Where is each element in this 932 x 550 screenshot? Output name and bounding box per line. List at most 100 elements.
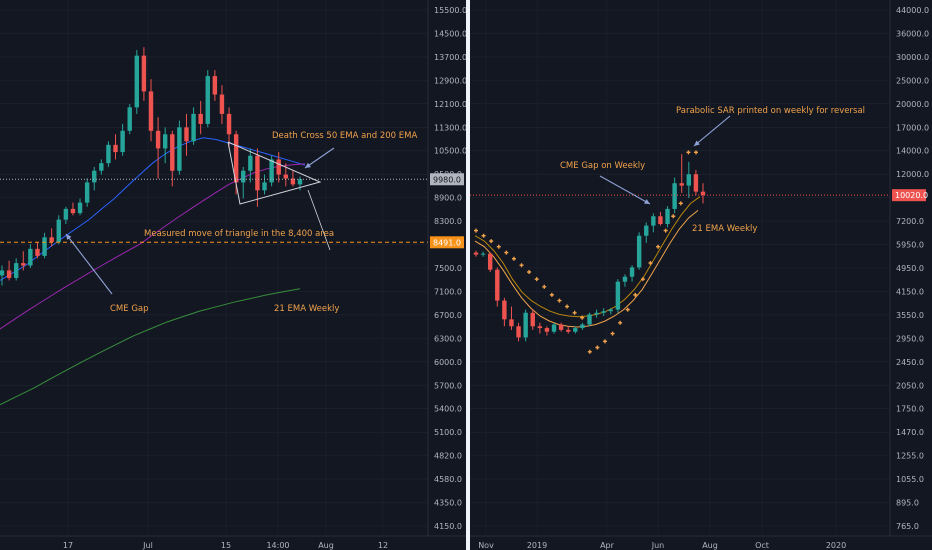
candle-body bbox=[170, 134, 175, 171]
parabolic-sar-dot bbox=[572, 310, 577, 315]
y-tick-label: 5950.0 bbox=[896, 241, 924, 250]
annotation-21-ema-weekly: 21 EMA Weekly bbox=[692, 224, 757, 234]
candle-body bbox=[290, 178, 296, 185]
candle-body bbox=[473, 252, 479, 255]
candle-body bbox=[297, 179, 303, 185]
arrow-parabolic-sar-head bbox=[694, 140, 700, 146]
annotation-cme-gap-weekly: CME Gap on Weekly bbox=[560, 161, 645, 171]
candle-body bbox=[77, 202, 83, 214]
arrow-cme-gap bbox=[65, 233, 113, 295]
parabolic-sar-dot bbox=[678, 201, 683, 206]
candle-body bbox=[113, 144, 118, 153]
x-tick-label: Aug bbox=[702, 541, 718, 550]
candle-body bbox=[601, 311, 606, 313]
parabolic-sar-dot bbox=[496, 244, 501, 249]
candle-body bbox=[21, 263, 26, 266]
candle-body bbox=[184, 127, 189, 142]
candle-body bbox=[495, 269, 500, 301]
arrow-cme-gap-head bbox=[66, 234, 72, 240]
x-tick-label: 17 bbox=[63, 541, 73, 550]
parabolic-sar-dot bbox=[519, 263, 524, 268]
candle-body bbox=[28, 248, 33, 266]
parabolic-sar-dot bbox=[534, 277, 539, 282]
parabolic-sar-dot bbox=[557, 298, 562, 303]
x-tick-label: Oct bbox=[755, 541, 769, 550]
ema-line bbox=[474, 210, 699, 328]
x-tick-label: Jul bbox=[142, 541, 153, 550]
y-tick-label: 12000.0 bbox=[896, 170, 929, 179]
candle-body bbox=[255, 155, 260, 191]
y-tick-label: 2450.0 bbox=[896, 358, 924, 367]
x-tick-label: Nov bbox=[478, 541, 494, 550]
y-tick-label: 895.0 bbox=[896, 499, 919, 508]
candle-body bbox=[516, 326, 521, 338]
x-tick-label: 2019 bbox=[527, 541, 547, 550]
x-tick-label: 14:00 bbox=[266, 541, 289, 550]
y-tick-label: 1750.0 bbox=[896, 405, 924, 414]
candle-body bbox=[56, 219, 61, 242]
y-tick-label: 4350.0 bbox=[434, 499, 462, 508]
y-tick-label: 1470.0 bbox=[896, 428, 924, 437]
candle-body bbox=[127, 107, 132, 131]
parabolic-sar-dot bbox=[511, 256, 516, 261]
y-tick-label: 5100.0 bbox=[434, 428, 462, 437]
candle-body bbox=[276, 159, 281, 175]
candle-body bbox=[42, 237, 47, 256]
y-tick-label: 12900.0 bbox=[434, 76, 467, 85]
arrow-death-cross bbox=[304, 147, 335, 169]
parabolic-sar-dot bbox=[671, 214, 676, 219]
y-tick-label: 8300.0 bbox=[434, 217, 462, 226]
candle-body bbox=[283, 174, 289, 179]
candle-body bbox=[262, 182, 267, 191]
candle-body bbox=[693, 174, 699, 192]
candle-body bbox=[644, 225, 649, 236]
x-tick-label: 15 bbox=[221, 541, 231, 550]
parabolic-sar-dot bbox=[527, 270, 532, 274]
candle-body bbox=[558, 324, 564, 330]
price-label-box bbox=[430, 236, 464, 249]
parabolic-sar-dot bbox=[602, 339, 607, 344]
y-tick-label: 7100.0 bbox=[434, 287, 462, 296]
parabolic-sar-dot bbox=[549, 292, 554, 297]
candle-body bbox=[269, 159, 274, 183]
y-tick-label: 14000.0 bbox=[896, 147, 929, 156]
annotation-death-cross: Death Cross 50 EMA and 200 EMA bbox=[272, 131, 417, 141]
candle-body bbox=[92, 170, 97, 183]
y-tick-label: 20000.0 bbox=[896, 100, 929, 109]
y-tick-label: 3550.0 bbox=[896, 311, 924, 320]
panel-divider bbox=[466, 0, 470, 550]
candle-body bbox=[573, 328, 578, 332]
y-tick-label: 7200.0 bbox=[896, 217, 924, 226]
x-tick-label: Aug bbox=[318, 541, 334, 550]
candle-body bbox=[226, 113, 232, 135]
price-label-box bbox=[892, 189, 926, 202]
y-tick-label: 4580.0 bbox=[434, 475, 462, 484]
y-tick-label: 30000.0 bbox=[896, 53, 929, 62]
candle-body bbox=[205, 76, 210, 124]
arrow-death-cross-head bbox=[305, 162, 311, 168]
x-tick-label: Apr bbox=[600, 541, 615, 550]
y-tick-label: 2050.0 bbox=[896, 381, 924, 390]
candle-body bbox=[651, 216, 656, 226]
y-tick-label: 6700.0 bbox=[434, 311, 462, 320]
candle-body bbox=[141, 55, 147, 92]
parabolic-sar-dot bbox=[633, 292, 638, 297]
y-tick-label: 4150.0 bbox=[896, 287, 924, 296]
parabolic-sar-dot bbox=[656, 244, 661, 249]
candle-body bbox=[106, 144, 111, 164]
y-tick-label: 8900.0 bbox=[434, 194, 462, 203]
y-tick-label: 10500.0 bbox=[434, 147, 467, 156]
candle-body bbox=[35, 248, 40, 256]
parabolic-sar-dot bbox=[663, 228, 668, 233]
candle-body bbox=[594, 312, 599, 315]
parabolic-sar-dot bbox=[648, 261, 653, 266]
candle-body bbox=[686, 174, 692, 186]
y-tick-label: 6000.0 bbox=[434, 358, 462, 367]
candle-body bbox=[162, 134, 168, 149]
arrow-cme-gap-weekly bbox=[599, 175, 651, 205]
measured-move-line bbox=[307, 189, 331, 251]
candle-body bbox=[587, 314, 592, 325]
candle-body bbox=[219, 94, 225, 114]
candle-body bbox=[0, 270, 5, 276]
arrow-cme-gap-weekly-head bbox=[644, 199, 650, 204]
